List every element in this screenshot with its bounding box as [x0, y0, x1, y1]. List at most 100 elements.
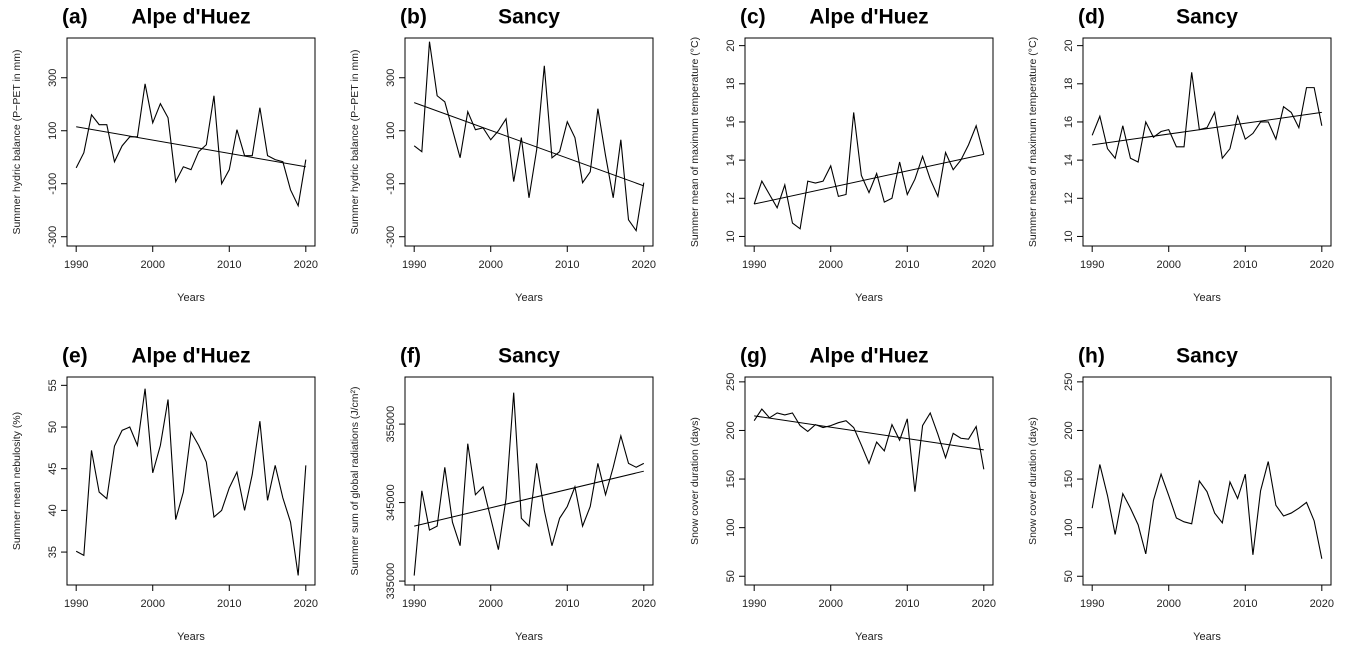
x-axis-title: Years	[1193, 631, 1221, 643]
x-axis-title: Years	[1193, 292, 1221, 304]
y-axis-title: Summer hydric balance (P−PET in mm)	[349, 49, 361, 234]
x-tick-label: 2000	[1156, 259, 1180, 271]
panel-label: (c)	[740, 6, 766, 29]
panel-label: (e)	[62, 345, 88, 368]
x-tick-label: 1990	[402, 259, 426, 271]
panel-title: Alpe d'Huez	[809, 345, 928, 368]
x-axis-title: Years	[515, 292, 543, 304]
y-tick-label: 55	[47, 379, 59, 391]
x-tick-label: 1990	[742, 598, 766, 610]
y-tick-label: 345000	[385, 484, 397, 521]
y-tick-label: 16	[1063, 116, 1075, 128]
y-tick-label: 100	[1063, 518, 1075, 536]
x-tick-label: 2020	[1310, 259, 1334, 271]
x-tick-label: 1990	[1080, 598, 1104, 610]
x-tick-label: 2000	[140, 598, 164, 610]
x-tick-label: 1990	[64, 259, 88, 271]
y-tick-label: 250	[725, 373, 737, 391]
plot-frame	[1082, 376, 1332, 586]
trend-line	[414, 470, 644, 527]
data-line	[753, 408, 985, 492]
panel-title: Alpe d'Huez	[131, 6, 250, 29]
plot-frame	[1082, 37, 1332, 247]
panel-title: Sancy	[1176, 6, 1238, 29]
x-axis-title: Years	[855, 292, 883, 304]
y-tick-label: 50	[1063, 570, 1075, 582]
panel-label: (a)	[62, 6, 88, 29]
y-tick-label: 10	[1063, 230, 1075, 242]
y-tick-label: 14	[725, 154, 737, 166]
panel-label: (b)	[400, 6, 427, 29]
x-tick-label: 1990	[64, 598, 88, 610]
y-tick-label: 12	[725, 192, 737, 204]
x-tick-label: 1990	[402, 598, 426, 610]
y-tick-label: 300	[47, 69, 59, 87]
y-tick-label: 18	[725, 78, 737, 90]
x-tick-label: 2000	[1156, 598, 1180, 610]
y-tick-label: 14	[1063, 154, 1075, 166]
trend-line	[754, 153, 984, 205]
x-tick-label: 2020	[294, 259, 318, 271]
x-tick-label: 2020	[972, 259, 996, 271]
plot-frame	[404, 37, 654, 247]
y-tick-label: 335000	[385, 563, 397, 600]
plot-frame	[744, 37, 994, 247]
plot-frame	[744, 376, 994, 586]
data-line	[75, 83, 307, 208]
x-tick-label: 2010	[1233, 598, 1257, 610]
y-tick-label: 20	[1063, 40, 1075, 52]
y-tick-label: 200	[1063, 421, 1075, 439]
panel-title: Alpe d'Huez	[131, 345, 250, 368]
x-tick-label: 2020	[294, 598, 318, 610]
x-axis-title: Years	[855, 631, 883, 643]
x-tick-label: 2010	[555, 598, 579, 610]
panel-title: Alpe d'Huez	[809, 6, 928, 29]
x-tick-label: 2000	[478, 259, 502, 271]
x-tick-label: 2010	[555, 259, 579, 271]
x-tick-label: 2000	[818, 598, 842, 610]
panel-title: Sancy	[498, 6, 560, 29]
x-axis-title: Years	[177, 292, 205, 304]
y-axis-title: Summer mean nebulosity (%)	[11, 412, 23, 550]
y-tick-label: 16	[725, 116, 737, 128]
y-tick-label: 250	[1063, 373, 1075, 391]
y-tick-label: 45	[47, 463, 59, 475]
y-tick-label: 300	[385, 69, 397, 87]
x-tick-label: 2010	[1233, 259, 1257, 271]
panel-label: (d)	[1078, 6, 1105, 29]
x-tick-label: 2000	[140, 259, 164, 271]
data-line	[413, 392, 645, 576]
y-tick-label: 10	[725, 230, 737, 242]
x-axis-title: Years	[515, 631, 543, 643]
x-tick-label: 2000	[478, 598, 502, 610]
x-tick-label: 2010	[895, 598, 919, 610]
panel-title: Sancy	[498, 345, 560, 368]
data-line	[1091, 461, 1323, 559]
y-tick-label: 18	[1063, 78, 1075, 90]
y-axis-title: Summer mean of maximum temperature (°C)	[1027, 37, 1039, 247]
x-tick-label: 2020	[632, 598, 656, 610]
y-axis-title: Snow cover duration (days)	[689, 417, 701, 545]
plot-frame	[66, 376, 316, 586]
plot-frame	[404, 376, 654, 586]
y-tick-label: -100	[47, 173, 59, 195]
panel-label: (h)	[1078, 345, 1105, 368]
trend-line	[1092, 111, 1322, 146]
trend-line	[76, 126, 306, 168]
y-tick-label: 20	[725, 40, 737, 52]
y-tick-label: 150	[1063, 470, 1075, 488]
x-tick-label: 2020	[632, 259, 656, 271]
data-line	[75, 388, 307, 576]
y-tick-label: 100	[47, 122, 59, 140]
plot-frame	[66, 37, 316, 247]
y-tick-label: -300	[385, 226, 397, 248]
trend-line	[414, 102, 644, 187]
panel-title: Sancy	[1176, 345, 1238, 368]
x-tick-label: 2020	[1310, 598, 1334, 610]
panel-label: (f)	[400, 345, 421, 368]
y-tick-label: -300	[47, 226, 59, 248]
x-tick-label: 2000	[818, 259, 842, 271]
y-tick-label: 150	[725, 470, 737, 488]
x-axis-title: Years	[177, 631, 205, 643]
y-axis-title: Summer sum of global radiations (J/cm²)	[349, 386, 361, 575]
